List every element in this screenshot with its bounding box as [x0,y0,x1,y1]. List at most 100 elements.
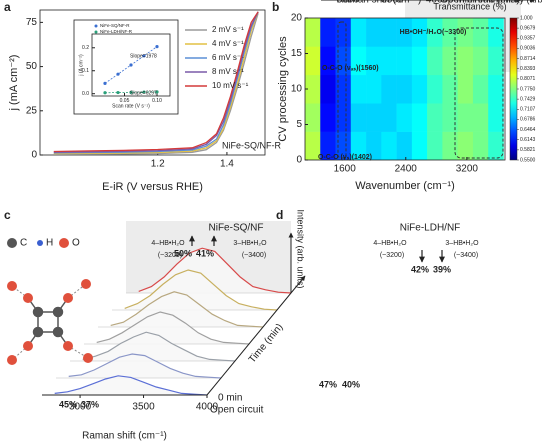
spectrum [68,353,222,379]
heat-cell [396,18,413,47]
water-oxygen [7,355,17,365]
atom-label: H [46,238,53,249]
legend-label: NiFe-LDH/NF-R [100,29,133,34]
annotation: 50% [174,248,192,258]
annotation: 3–HB•H₂O [233,240,267,247]
panel-letter: a [4,0,11,14]
water-oxygen [81,279,91,289]
heat-cell [411,74,428,104]
slope-label: Slope=6297 [130,90,157,96]
heat-cell [335,18,352,47]
heat-cell [442,131,458,160]
heat-cell [305,103,321,132]
annotation: 47% [319,379,337,389]
heat-cell [396,74,413,104]
start-label: 0 min [218,393,242,404]
legend-label: 8 mV s⁻¹ [212,67,244,76]
panel-waterfall: 3000 3500 4000 Raman shift (cm⁻¹) Time (min)… [4,208,306,441]
y-tick-label: 10 [291,84,303,95]
atom-swatch [59,238,69,248]
annotation: 37% [81,399,99,409]
heat-cell [472,46,489,76]
spectrum [82,331,236,362]
x-tick-label: 1600 [334,164,357,175]
highlight-box [337,21,347,159]
x-tick-label: 4000 [196,402,219,413]
colorbar-tick-label: 0.6786 [520,117,536,123]
heat-cell [350,103,367,132]
intensity-axis-label: Intensity (arb. units) [296,209,306,288]
y-tick-label: 0 [296,155,302,166]
spectrum-fill [82,332,235,361]
colorbar-tick-label: 0.6464 [520,127,536,133]
plot-frame [39,9,266,156]
legend-marker [94,30,98,34]
heat-cell [305,18,321,47]
carbon-atom [52,326,64,338]
series-line [53,13,259,155]
colorbar-tick-label: 0.8071 [520,76,536,82]
time-axis-label: Time (min) [247,322,286,366]
band-annotation: O-C-O (νₐₛ)(1560) [322,65,379,72]
annotation: NiFe-LDH/NF [400,223,461,234]
heat-cell [335,46,352,76]
heat-cell [350,131,367,160]
oxygen-atom [63,341,73,351]
oxygen-atom [23,293,33,303]
annotation: 45% [59,399,77,409]
heat-cell [427,18,443,47]
heat-cell [335,103,352,132]
data-point [142,90,146,94]
heat-cell [366,131,382,160]
heat-cell [442,46,458,76]
heat-cell [320,18,336,47]
y-tick-label: 0.0 [82,91,89,97]
heat-cell [457,103,474,132]
heat-cell [488,74,504,104]
atom-swatch [37,240,43,246]
peak-arrows [189,235,445,263]
spectrum [124,269,278,311]
heat-cell [427,74,443,104]
x-tick-label: 3000 [69,402,92,413]
colorbar [509,17,518,161]
data-point [129,63,133,67]
atom-swatch [7,238,17,248]
heat-cell [305,131,321,160]
x-tick-label: 1.2 [151,159,165,170]
panel-letter: b [272,0,279,14]
heat-cell [396,46,413,76]
colorbar-tick-label: 1.000 [520,15,533,21]
colorbar-tick-label: 0.7107 [520,107,536,113]
heat-cell [396,131,413,160]
colorbar-title: Transmittance (%) [433,1,506,11]
panel-line: 1.2 1.4 0 25 50 75 E-iR (V versus RHE) j (mA cm… [4,0,281,193]
annotation: (~3400) [454,252,478,259]
start-label: 0 min [448,0,472,6]
heat-cell [381,18,397,47]
y-tick-label: 0.1 [82,68,89,74]
annotation: 4–HB•H₂O [373,240,407,247]
annotation: 42% [411,264,429,274]
heat-cell [472,18,489,47]
data-point [103,81,107,85]
heat-cell [488,46,504,76]
heat-cell [411,103,428,132]
atom-label: C [20,238,27,249]
panel-heatmap: 1600 2400 3200 0 5 10 15 20 Wavenumber (cm⁻¹) CV … [272,0,536,192]
heat-cell [427,131,443,160]
x-tick-label: 3500 [132,402,155,413]
colorbar-tick-label: 0.6143 [520,137,536,143]
data-point [116,90,120,95]
water-oxygen [83,353,93,363]
y-axis-label: CV processing cycles [277,36,289,142]
heat-cell [335,131,352,160]
spectrum [96,311,250,345]
annotation: (~3200) [158,252,182,259]
x-tick-label: 0.05 [120,98,130,104]
x-axis-label: Wavenumber (cm⁻¹) [355,180,455,192]
time-axis [206,275,306,396]
annotation: 41% [196,248,214,258]
series-line [53,11,259,153]
